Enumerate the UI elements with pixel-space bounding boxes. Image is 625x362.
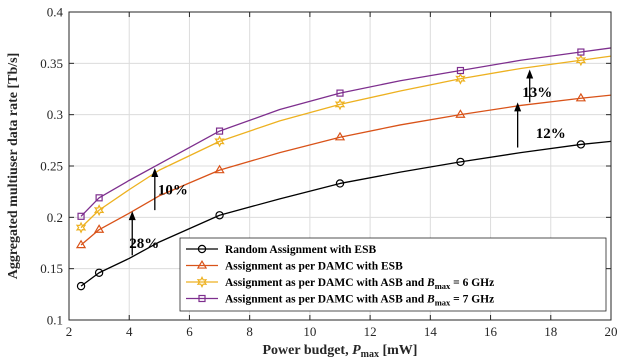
x-tick-label: 2 <box>66 324 73 339</box>
legend-label: Assignment as per DAMC with ASB and Bmax… <box>225 277 494 291</box>
legend: Random Assignment with ESB Assignment as … <box>179 237 607 312</box>
data-point-triangle <box>196 260 208 269</box>
series-4 <box>77 47 612 220</box>
legend-label: Assignment as per DAMC with ASB and Bmax… <box>225 294 494 308</box>
data-point-square <box>456 66 465 75</box>
data-point-circle <box>335 179 345 188</box>
x-tick-label: 4 <box>126 324 133 339</box>
data-point-hexagram <box>334 98 346 111</box>
y-tick-label: 0.15 <box>40 261 63 276</box>
legend-entry-1: Random Assignment with ESB <box>186 244 376 256</box>
annotation-arrow-head <box>526 69 534 79</box>
data-point-hexagram <box>214 135 225 148</box>
data-point-hexagram <box>455 72 466 85</box>
data-point-circle <box>197 244 207 254</box>
data-point-square <box>336 89 344 97</box>
data-point-triangle <box>75 239 87 249</box>
y-tick-label: 0.1 <box>47 313 63 328</box>
y-tick-label: 0.4 <box>47 5 64 20</box>
data-point-triangle <box>93 224 105 233</box>
data-point-triangle <box>214 164 225 174</box>
series-3 <box>75 54 612 234</box>
legend-entry-2: Assignment as per DAMC with ESB <box>186 260 403 273</box>
x-tick-label: 8 <box>246 324 253 339</box>
series-line <box>80 94 612 246</box>
series-line <box>80 47 612 217</box>
annotation-arrow-head <box>514 102 522 112</box>
annotation-label: 10% <box>158 183 188 199</box>
data-point-circle <box>215 211 224 220</box>
data-point-triangle <box>334 131 346 141</box>
data-point-circle <box>94 268 104 277</box>
series-1 <box>76 140 612 291</box>
y-tick-label: 0.3 <box>47 107 63 122</box>
annotation-label: 12% <box>536 126 566 142</box>
data-point-square <box>198 294 206 303</box>
legend-label: Random Assignment with ESB <box>225 244 376 256</box>
annotation-arrow-head <box>128 211 136 221</box>
data-point-hexagram <box>75 221 87 234</box>
data-point-hexagram <box>575 54 587 67</box>
series-line <box>80 55 612 229</box>
ticks: 2 4 6 8 10 12 14 16 18 20 0.1 0.15 0.2 0.25 0.3 0.35 0.4 <box>40 5 617 340</box>
y-axis-label: Aggregated multiuser data rate [Tb/s] <box>6 53 21 280</box>
series-2 <box>75 92 612 249</box>
data-point-hexagram <box>196 276 208 288</box>
annotation-label: 28% <box>129 236 159 252</box>
x-tick-label: 14 <box>424 324 438 339</box>
data-point-triangle <box>575 92 587 102</box>
x-axis-label: Power budget, Pmax [mW] <box>263 343 418 360</box>
y-tick-label: 0.35 <box>40 56 63 71</box>
x-tick-label: 10 <box>303 324 316 339</box>
annotation-28-percent: 28% <box>128 211 159 256</box>
x-tick-label: 12 <box>364 324 377 339</box>
x-tick-label: 6 <box>186 324 193 339</box>
data-point-square <box>577 48 585 56</box>
x-tick-label: 18 <box>544 324 557 339</box>
y-tick-label: 0.25 <box>40 159 63 174</box>
y-tick-label: 0.2 <box>47 210 63 225</box>
x-tick-label: 16 <box>484 324 498 339</box>
data-point-square <box>95 194 103 202</box>
grid <box>69 12 611 320</box>
legend-entry-4: Assignment as per DAMC with ASB and Bmax… <box>186 294 494 308</box>
data-point-circle <box>76 281 86 291</box>
annotations: 28% 10% 12% 13% <box>128 69 566 256</box>
data-point-square <box>215 127 224 135</box>
legend-entry-3: Assignment as per DAMC with ASB and Bmax… <box>186 276 494 291</box>
data-point-circle <box>576 140 586 149</box>
x-tick-label: 20 <box>605 324 618 339</box>
legend-label: Assignment as per DAMC with ESB <box>225 261 403 273</box>
annotation-10-percent: 10% <box>151 168 188 211</box>
series-line <box>80 140 612 287</box>
series-layer <box>75 47 612 291</box>
annotation-label: 13% <box>522 85 552 101</box>
data-point-circle <box>456 157 465 167</box>
annotation-13-percent: 13% <box>522 69 552 103</box>
legend-box <box>179 237 607 312</box>
data-point-triangle <box>455 109 466 118</box>
data-point-square <box>77 212 85 220</box>
annotation-arrow-head <box>151 168 159 178</box>
data-point-hexagram <box>93 204 105 217</box>
annotation-12-percent: 12% <box>514 102 566 148</box>
